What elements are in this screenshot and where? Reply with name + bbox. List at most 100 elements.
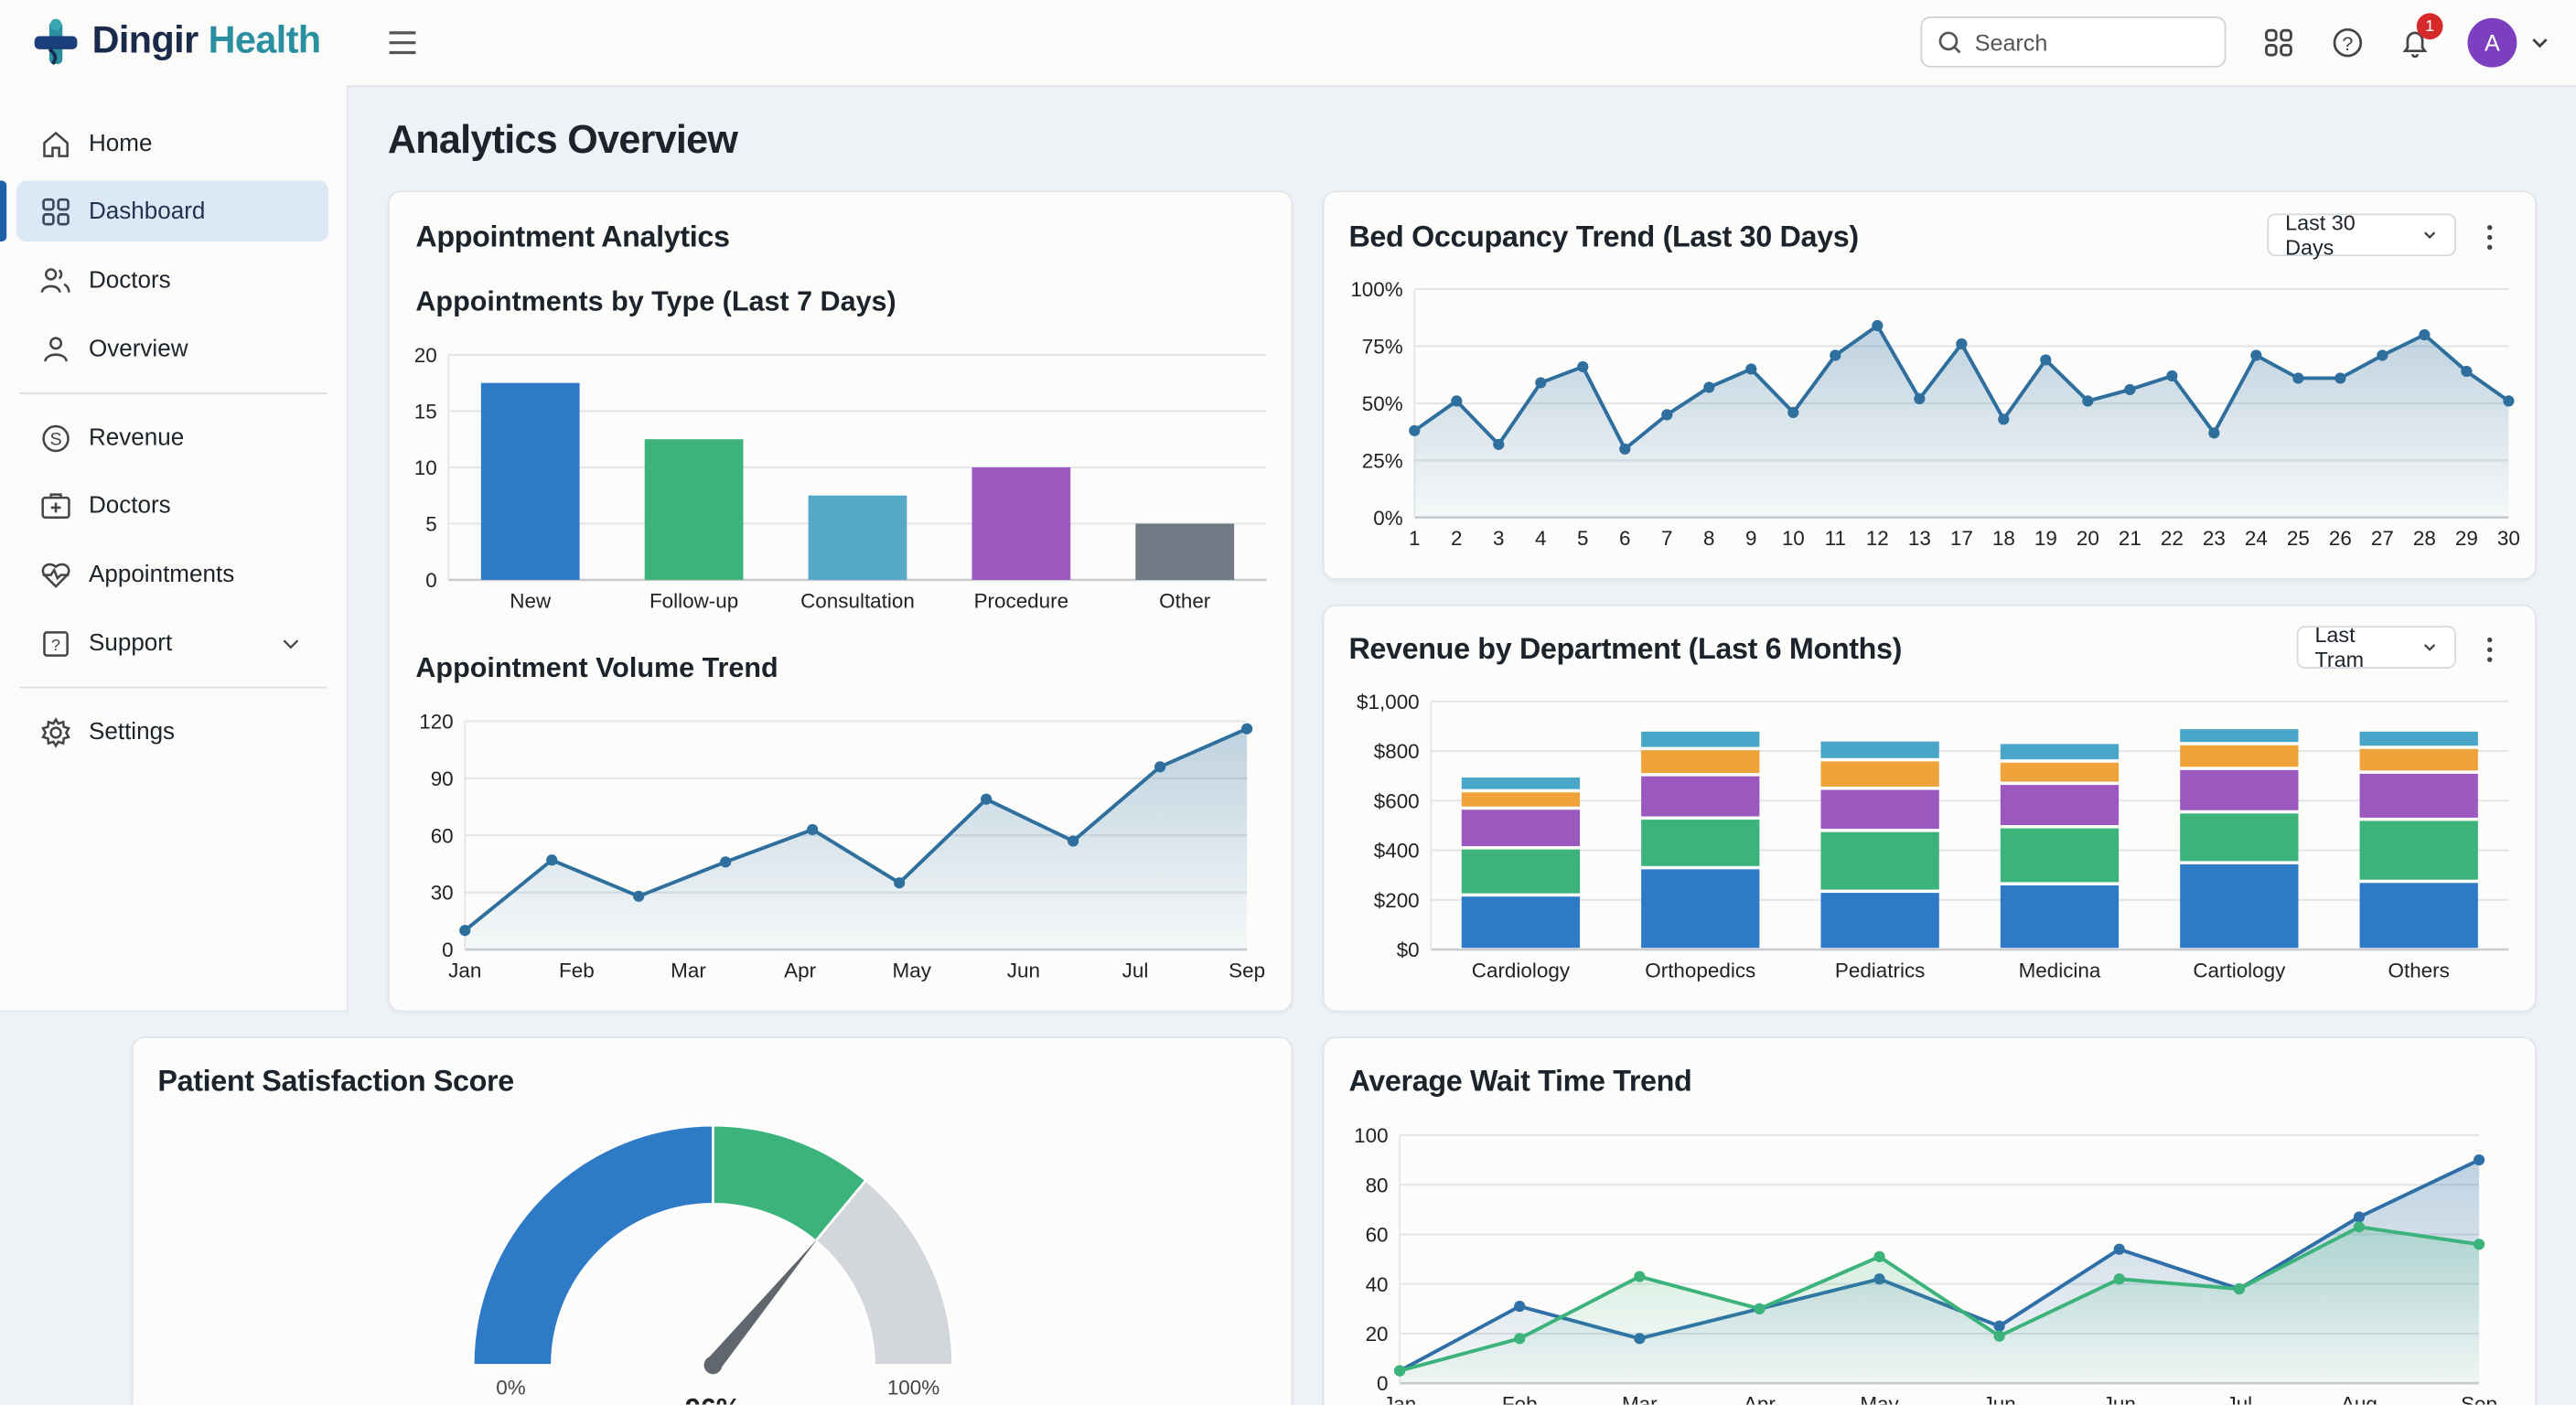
data-point	[2473, 1153, 2485, 1166]
bar	[1135, 523, 1235, 580]
page-title: Analytics Overview	[387, 118, 738, 163]
bar-segment	[1641, 750, 1760, 774]
x-tick-label: Orthopedics	[1645, 960, 1755, 982]
notifications-button[interactable]	[2394, 21, 2437, 64]
data-point	[1451, 395, 1463, 407]
x-tick-label: 9	[1745, 527, 1756, 550]
y-tick-label: $400	[1374, 840, 1420, 863]
x-tick-label: May	[1860, 1393, 1899, 1405]
data-point	[2233, 1283, 2245, 1295]
x-tick-label: Procedure	[974, 589, 1069, 612]
data-point	[2208, 427, 2220, 439]
data-point	[807, 823, 819, 836]
bar-segment	[2000, 762, 2120, 782]
patient-satisfaction-card: 0% 100% 96% Patient Satisfaction Score	[131, 1036, 1293, 1405]
chevron-down-icon[interactable]	[279, 632, 302, 655]
brand-name[interactable]: Dingir Health	[92, 17, 322, 62]
sidebar-item-doctors-2[interactable]: Doctors	[16, 475, 328, 535]
bar-segment	[1820, 761, 1939, 787]
chevron-down-icon[interactable]	[2530, 33, 2550, 53]
sidebar-item-label: Appointments	[88, 561, 235, 588]
appointment-charts: 0 5 10 15 20 New Follow-up Consultation Procedur…	[414, 344, 1267, 982]
area-fill	[1414, 326, 2509, 518]
data-point	[720, 856, 732, 868]
bar-segment	[2000, 885, 2120, 949]
x-tick-label: 2	[1451, 527, 1462, 550]
search-input[interactable]: Search	[1920, 16, 2227, 68]
chevron-down-icon	[2424, 231, 2436, 240]
range-dropdown[interactable]: Last 30 Days	[2267, 210, 2456, 260]
users-icon	[40, 267, 70, 293]
sidebar-item-label: Doctors	[88, 491, 171, 519]
bar	[808, 495, 907, 580]
y-tick-label: 60	[431, 824, 454, 847]
x-tick-label: Jun	[1983, 1393, 2016, 1405]
bar-chart-title: Appointments by Type (Last 7 Days)	[415, 285, 896, 317]
data-point	[1914, 392, 1926, 405]
x-tick-label: 26	[2329, 527, 2352, 550]
y-tick-label: 10	[414, 456, 437, 479]
y-tick-label: 0	[1377, 1372, 1388, 1395]
bar	[644, 439, 744, 580]
revenue-chart: $0 $200 $400 $600 $800 $1,000 Cardiology Orthop…	[1357, 691, 2509, 982]
avatar[interactable]: A	[2467, 17, 2517, 68]
data-point	[2082, 395, 2094, 407]
sidebar-item-label: Doctors	[88, 266, 171, 294]
gauge-needle	[706, 1239, 818, 1371]
x-tick-label: Apr	[784, 960, 816, 982]
sidebar-item-overview[interactable]: Overview	[16, 318, 328, 379]
bar-segment	[2359, 773, 2478, 818]
logo-icon	[29, 16, 81, 69]
y-tick-label: 100%	[1350, 278, 1402, 301]
x-tick-label: Jan	[1383, 1393, 1416, 1405]
sidebar-item-doctors[interactable]: Doctors	[16, 250, 328, 310]
help-button[interactable]: ?	[2326, 21, 2369, 64]
sidebar-item-dashboard[interactable]: Dashboard	[16, 180, 329, 242]
data-point	[2377, 349, 2388, 361]
bar-segment	[2180, 813, 2299, 862]
data-point	[2113, 1243, 2125, 1255]
x-tick-label: 25	[2287, 527, 2310, 550]
sidebar-item-support[interactable]: ? Support	[16, 613, 328, 673]
bar-segment	[1820, 789, 1939, 830]
data-point	[1409, 424, 1421, 436]
more-options-button[interactable]	[2481, 632, 2497, 665]
more-options-button[interactable]	[2481, 220, 2497, 253]
hamburger-menu-button[interactable]	[381, 21, 424, 64]
x-tick-label: Follow-up	[649, 589, 738, 612]
data-point	[1703, 381, 1715, 393]
sidebar-item-label: Overview	[88, 336, 188, 363]
y-tick-label: 30	[431, 882, 454, 905]
x-tick-label: Other	[1159, 589, 1211, 612]
gear-icon	[41, 716, 70, 747]
help-square-icon: ?	[43, 630, 69, 656]
y-tick-label: $0	[1397, 938, 1420, 961]
wait-time-card: 0 20 40 60 80 100 Jan Feb Mar Apr May Jun Jun Jul Aug S…	[1322, 1036, 2537, 1405]
apps-grid-button[interactable]	[2258, 21, 2301, 64]
svg-text:S: S	[49, 429, 61, 449]
range-dropdown[interactable]: Last Tram	[2296, 623, 2456, 672]
y-tick-label: $600	[1374, 789, 1420, 812]
sidebar-item-settings[interactable]: Settings	[16, 702, 328, 762]
bar-segment	[1461, 896, 1581, 949]
sidebar-item-appointments[interactable]: Appointments	[16, 543, 328, 604]
range-dropdown-value: Last 30 Days	[2285, 209, 2356, 260]
heart-pulse-icon	[41, 562, 70, 588]
x-tick-label: Cardiology	[1472, 960, 1571, 982]
y-tick-label: 0%	[1373, 507, 1402, 530]
brand-name-part2: Health	[208, 17, 322, 61]
x-tick-label: 17	[1950, 527, 1973, 550]
y-tick-label: 15	[414, 401, 437, 424]
y-tick-label: 75%	[1362, 336, 1403, 359]
sidebar-item-revenue[interactable]: S Revenue	[16, 407, 328, 467]
x-tick-label: 19	[2034, 527, 2057, 550]
data-point	[2113, 1273, 2125, 1285]
y-tick-label: 5	[425, 513, 436, 536]
series-line	[464, 726, 1248, 932]
bed-occupancy-chart: 0%25%50%75%100%1 2 3 4 5 6 7 8 9 10 11 12 13 17 18 19 20…	[1350, 278, 2520, 550]
search-icon	[1938, 31, 1961, 54]
x-tick-label: 6	[1619, 527, 1630, 550]
sidebar-item-home[interactable]: Home	[16, 113, 328, 174]
x-tick-label: New	[510, 589, 552, 612]
bar-segment	[1461, 810, 1581, 847]
